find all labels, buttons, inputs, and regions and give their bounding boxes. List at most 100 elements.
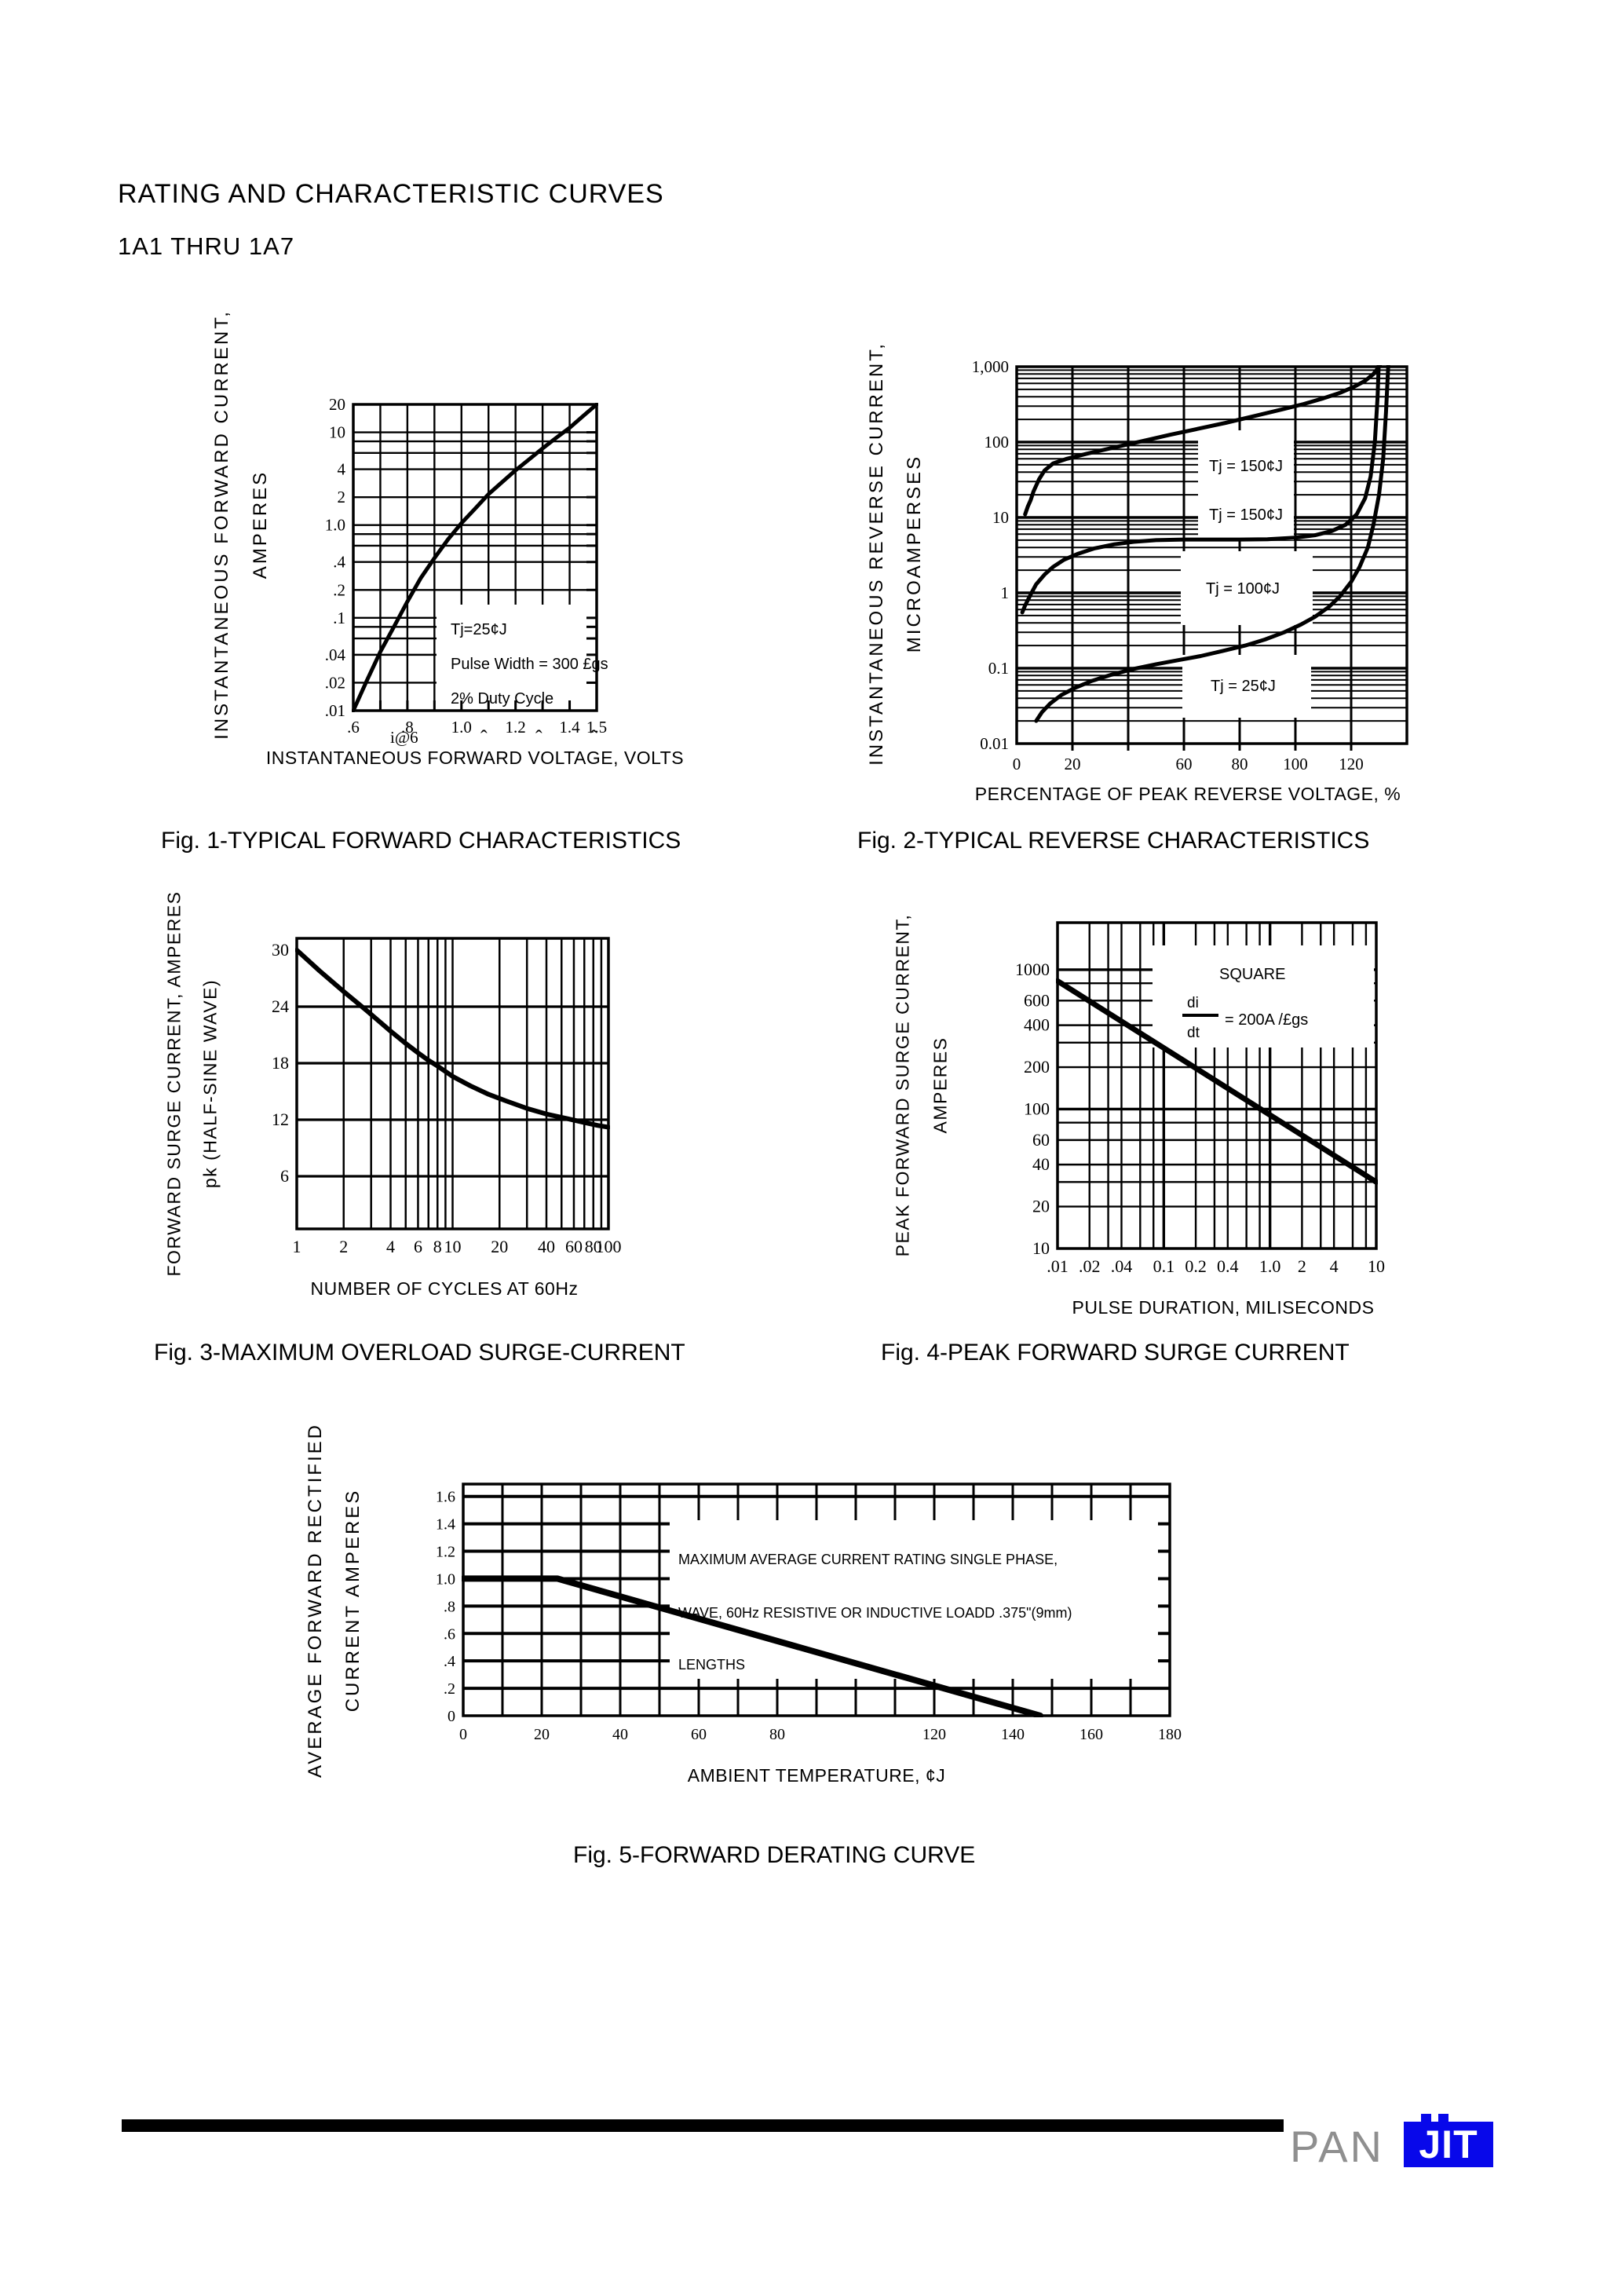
x-tick-label: 60 (565, 1237, 583, 1256)
fig1-ylabel-line2: AMPERES (250, 470, 271, 579)
y-tick-label: 2 (338, 488, 346, 506)
fig3-caption: Fig. 3-MAXIMUM OVERLOAD SURGE-CURRENT (154, 1340, 685, 1366)
x-tick-label: 1.0 (1259, 1256, 1281, 1276)
y-tick-label: .8 (444, 1598, 455, 1615)
x-tick-label: 100 (596, 1237, 622, 1256)
y-tick-label: .01 (325, 701, 345, 720)
logo-jit-box: JIT (1404, 2122, 1493, 2167)
y-tick-label: .6 (444, 1625, 455, 1643)
y-tick-label: 1,000 (972, 357, 1009, 376)
plot-annotation: di (1187, 995, 1199, 1011)
y-tick-label: 12 (272, 1110, 289, 1129)
fig2-ylabel-line1: INSTANTANEOUS REVERSE CURRENT, (866, 342, 887, 766)
plot-annotation: i@6 (390, 728, 418, 747)
y-tick-label: 24 (272, 996, 289, 1016)
footer-rule (122, 2119, 1284, 2132)
y-tick-label: 1.2 (436, 1544, 455, 1561)
derating-curve (462, 1575, 1043, 1717)
x-tick-label: 0 (1013, 755, 1021, 773)
y-tick-label: 1.0 (325, 516, 345, 535)
figure-2-plot: 1,000 100 10 1 0.1 0.010 20 60 80 100 120 Tj = 150¢… (972, 357, 1408, 773)
x-tick-label: 40 (612, 1726, 628, 1743)
plot-annotation: MAXIMUM AVERAGE CURRENT RATING SINGLE PH… (678, 1552, 1058, 1567)
x-tick-label: 1.2 (506, 718, 526, 737)
y-tick-label: 200 (1024, 1057, 1050, 1077)
page-subtitle: 1A1 THRU 1A7 (118, 232, 295, 260)
x-tick-label: 20 (1065, 755, 1081, 773)
y-tick-label: 0.1 (988, 659, 1009, 678)
y-tick-label: .2 (333, 580, 345, 599)
plot-annotation: WAVE, 60Hz RESISTIVE OR INDUCTIVE LOADD … (678, 1605, 1072, 1621)
fig2-xlabel: PERCENTAGE OF PEAK REVERSE VOLTAGE, % (974, 784, 1401, 804)
plot-annotation: Tj = 150¢J (1209, 506, 1283, 524)
logo-pan-text: PAN (1290, 2122, 1384, 2171)
fig2-caption: Fig. 2-TYPICAL REVERSE CHARACTERISTICS (857, 828, 1370, 854)
fig3-ylabel-line1: FORWARD SURGE CURRENT, AMPERES (163, 890, 184, 1277)
y-tick-label: 4 (338, 460, 346, 479)
forward-characteristic-curve (352, 403, 598, 712)
plot-annotation: ˆ (590, 726, 597, 749)
y-tick-label: .02 (325, 673, 345, 692)
y-tick-label: 18 (272, 1053, 289, 1073)
y-tick-label: .4 (333, 553, 345, 572)
y-tick-label: 1.0 (436, 1570, 455, 1588)
x-tick-label: 0.4 (1217, 1256, 1239, 1276)
plot-annotation: SQUARE (1219, 966, 1285, 983)
fig1-xlabel: INSTANTANEOUS FORWARD VOLTAGE, VOLTS (265, 748, 685, 768)
y-tick-label: 20 (1032, 1197, 1050, 1216)
x-tick-label: .02 (1079, 1256, 1101, 1276)
y-tick-label: 1.6 (436, 1489, 455, 1506)
plot-annotation: ˆ (480, 726, 488, 749)
fig4-ylabel-line1: PEAK FORWARD SURGE CURRENT, (892, 913, 913, 1257)
x-tick-label: 10 (1368, 1256, 1385, 1276)
fig5-caption: Fig. 5-FORWARD DERATING CURVE (573, 1842, 976, 1868)
y-tick-label: .4 (444, 1653, 455, 1670)
x-tick-label: 140 (1001, 1726, 1025, 1743)
plot-annotation: Tj = 25¢J (1211, 678, 1276, 695)
y-tick-label: 10 (992, 508, 1009, 527)
x-tick-label: 6 (414, 1237, 422, 1256)
x-tick-label: 80 (1232, 755, 1248, 773)
x-tick-label: 4 (386, 1237, 395, 1256)
fig5-xlabel: AMBIENT TEMPERATURE, ¢J (687, 1765, 946, 1786)
plot-annotation: Pulse Width = 300 £gs (451, 656, 608, 673)
fig3-xlabel: NUMBER OF CYCLES AT 60Hz (310, 1278, 579, 1299)
x-tick-label: .8 (401, 718, 414, 737)
y-tick-label: 40 (1032, 1154, 1050, 1174)
fig4-caption: Fig. 4-PEAK FORWARD SURGE CURRENT (881, 1340, 1350, 1366)
fig1-caption: Fig. 1-TYPICAL FORWARD CHARACTERISTICS (161, 828, 681, 854)
tj-150c-curve (1023, 365, 1383, 517)
x-tick-label: 40 (538, 1237, 555, 1256)
x-tick-label: 80 (769, 1726, 785, 1743)
fig5-ylabel-line2: CURRENT AMPERES (342, 1488, 363, 1713)
plot-annotation: 2% Duty Cycle (451, 690, 553, 707)
x-tick-label: 160 (1080, 1726, 1103, 1743)
y-tick-label: 0.01 (980, 734, 1009, 753)
x-tick-label: 20 (491, 1237, 508, 1256)
x-tick-label: 100 (1283, 755, 1308, 773)
x-tick-label: 8 (433, 1237, 442, 1256)
x-tick-label: 0 (459, 1726, 467, 1743)
overload-surge-curve (295, 948, 610, 1130)
x-tick-label: 1 (293, 1237, 301, 1256)
peak-surge-line (1056, 978, 1378, 1185)
plot-annotation: Tj = 150¢J (1209, 458, 1283, 475)
x-tick-label: 0.1 (1153, 1256, 1175, 1276)
y-tick-label: .2 (444, 1680, 455, 1698)
x-tick-label: 1.4 (559, 718, 580, 737)
figure-5-plot: 1.6 1.4 1.2 1.0 .8 .6 .4 .2 00 20 40 60 80 120 140 160 1… (436, 1483, 1182, 1743)
y-tick-label: 400 (1024, 1015, 1050, 1035)
y-tick-label: 100 (1024, 1099, 1050, 1118)
x-tick-label: 180 (1158, 1726, 1182, 1743)
y-tick-label: 20 (329, 395, 345, 414)
x-tick-label: 2 (1298, 1256, 1306, 1276)
fig5-ylabel-line1: AVERAGE FORWARD RECTIFIED (305, 1423, 326, 1778)
plot-annotation: Tj=25¢J (451, 621, 507, 638)
x-tick-label: 1.0 (451, 718, 472, 737)
page-title: RATING AND CHARACTERISTIC CURVES (118, 179, 664, 209)
fig2-ylabel-line2: MICROAMPERSES (904, 454, 925, 653)
logo-jit-text: JIT (1419, 2122, 1478, 2166)
